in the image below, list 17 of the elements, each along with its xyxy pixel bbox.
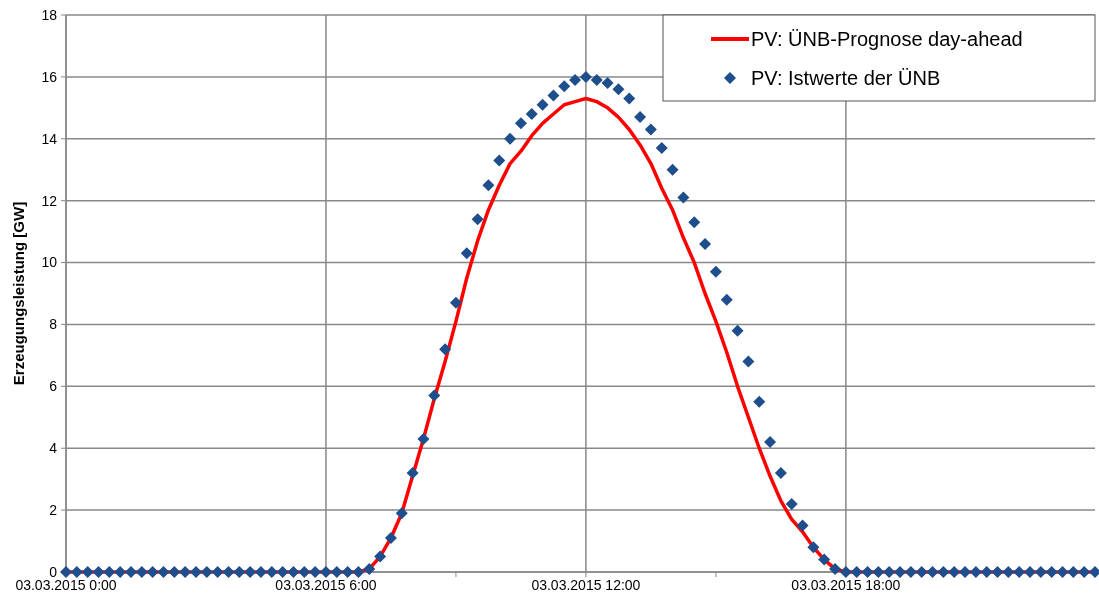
y-tick-label: 4 — [49, 440, 58, 457]
y-axis-title: Erzeugungsleistung [GW] — [10, 201, 27, 386]
x-tick-label: 03.03.2015 6:00 — [275, 577, 377, 593]
y-tick-label: 6 — [49, 378, 58, 395]
y-tick-label: 16 — [41, 68, 58, 85]
y-tick-label: 8 — [49, 316, 58, 333]
x-tick-label: 03.03.2015 12:00 — [531, 577, 641, 593]
y-tick-label: 0 — [49, 563, 58, 580]
legend-label: PV: Istwerte der ÜNB — [751, 67, 941, 89]
y-tick-label: 10 — [41, 254, 58, 271]
y-tick-label: 2 — [49, 502, 58, 519]
x-tick-label: 03.03.2015 0:00 — [15, 577, 117, 593]
y-tick-label: 18 — [41, 6, 58, 23]
x-tick-label: 03.03.2015 18:00 — [791, 577, 901, 593]
legend-label: PV: ÜNB-Prognose day-ahead — [751, 28, 1023, 50]
y-tick-label: 12 — [41, 192, 58, 209]
y-tick-label: 14 — [41, 130, 58, 147]
